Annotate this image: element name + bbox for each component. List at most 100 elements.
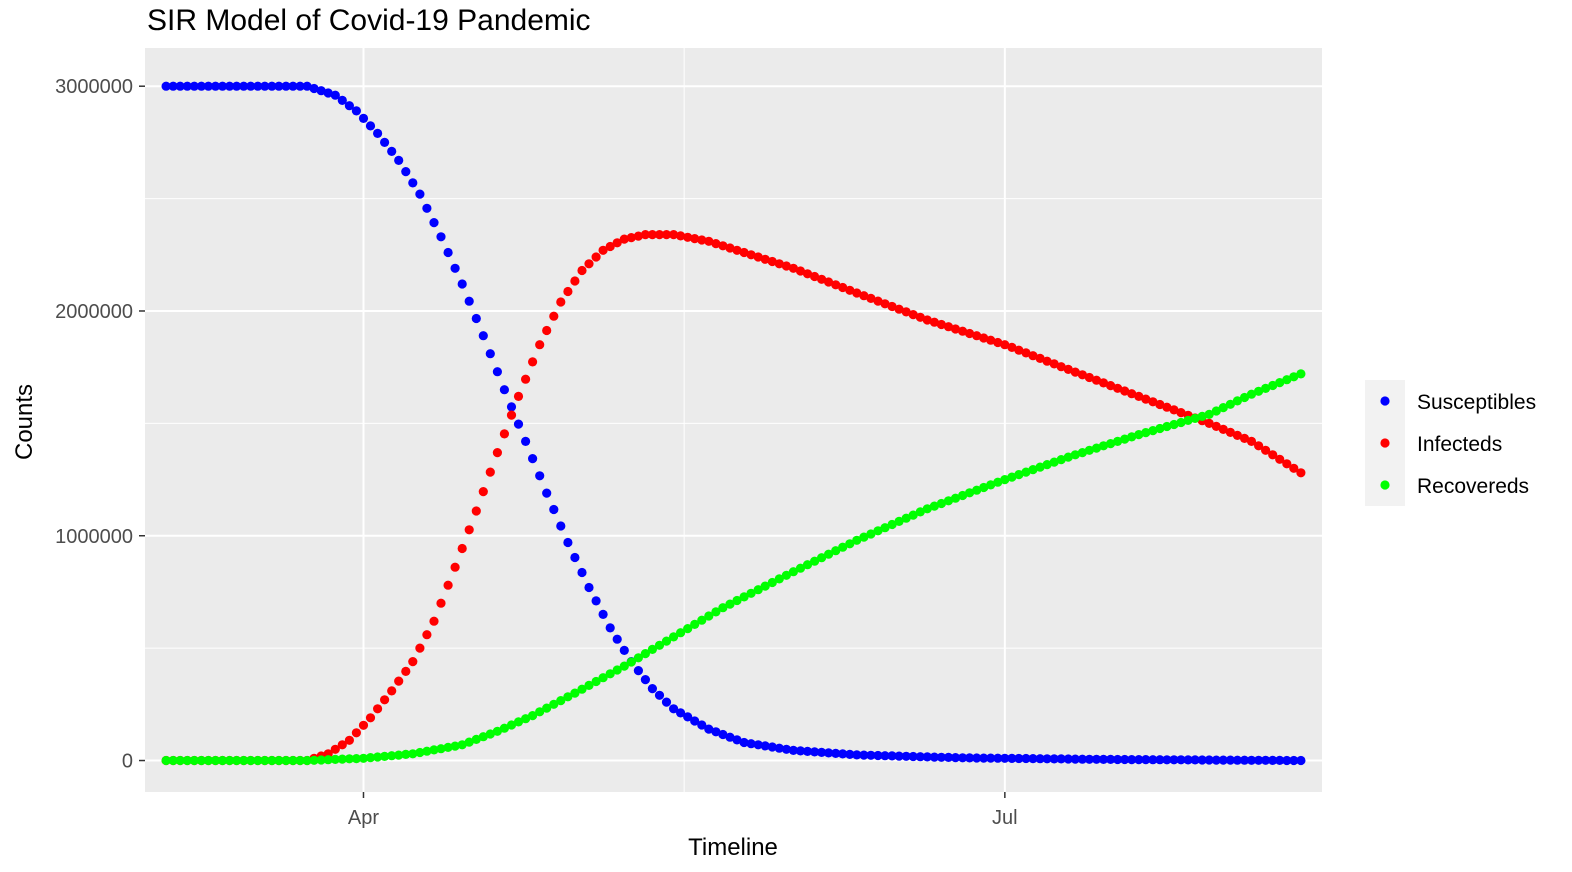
data-point: [182, 755, 192, 766]
data-point: [767, 256, 777, 267]
data-point: [626, 657, 636, 667]
data-point: [394, 750, 404, 760]
data-point: [669, 704, 679, 714]
data-point: [612, 238, 622, 248]
series-susceptibles: [161, 81, 1306, 766]
data-point: [746, 250, 756, 260]
data-point: [810, 271, 820, 282]
data-point: [704, 611, 714, 621]
data-point: [845, 539, 855, 549]
data-point: [387, 146, 397, 156]
data-point: [316, 755, 326, 765]
x-tick-label: Apr: [348, 807, 379, 829]
x-tick-label: Jul: [992, 807, 1018, 829]
data-point: [831, 546, 841, 556]
chart-title: SIR Model of Covid-19 Pandemic: [147, 4, 591, 37]
data-point: [619, 234, 629, 244]
data-point: [965, 488, 975, 498]
data-point: [788, 263, 799, 273]
data-point: [408, 749, 418, 759]
y-tick-label: 2000000: [55, 301, 133, 323]
data-point: [936, 752, 947, 762]
data-point: [1190, 755, 1200, 765]
data-point: [887, 519, 897, 530]
data-point: [492, 448, 502, 458]
data-point: [922, 504, 932, 514]
data-point: [859, 291, 869, 301]
legend-marker: [1380, 480, 1390, 490]
data-point: [1169, 755, 1179, 765]
data-point: [1169, 405, 1179, 415]
data-point: [1211, 755, 1221, 765]
data-point: [901, 307, 911, 317]
x-axis: Apr Jul: [348, 792, 1018, 829]
data-point: [351, 728, 361, 738]
data-point: [993, 477, 1003, 487]
data-point: [676, 231, 686, 241]
data-point: [1218, 424, 1228, 434]
data-point: [986, 480, 996, 490]
data-point: [210, 81, 221, 91]
data-point: [443, 580, 453, 590]
data-point: [1162, 402, 1172, 412]
data-point: [1106, 381, 1116, 391]
data-point: [753, 740, 763, 750]
data-point: [753, 585, 763, 595]
data-point: [598, 609, 608, 620]
data-point: [633, 231, 644, 241]
data-point: [1134, 430, 1144, 440]
data-point: [824, 277, 834, 287]
data-point: [1211, 406, 1221, 416]
data-point: [1183, 755, 1193, 765]
data-point: [253, 755, 263, 766]
data-point: [831, 280, 841, 290]
data-point: [168, 81, 178, 91]
data-point: [380, 695, 390, 705]
data-point: [535, 471, 545, 481]
data-point: [196, 81, 206, 91]
data-point: [408, 178, 418, 188]
data-point: [210, 755, 221, 766]
data-point: [288, 81, 298, 91]
data-point: [253, 81, 263, 91]
data-point: [979, 753, 989, 763]
data-point: [1000, 340, 1010, 350]
data-point: [267, 755, 277, 766]
data-point: [380, 751, 390, 762]
data-point: [1056, 362, 1066, 372]
data-point: [1028, 351, 1038, 361]
data-point: [774, 259, 784, 269]
data-point: [887, 301, 897, 312]
data-point: [577, 684, 587, 694]
data-point: [542, 488, 552, 498]
data-point: [1098, 441, 1109, 451]
data-point: [1296, 468, 1306, 478]
data-point: [1218, 755, 1228, 765]
data-point: [781, 570, 792, 580]
data-point: [429, 616, 439, 626]
y-axis: 0 1000000 2000000 3000000: [55, 76, 145, 773]
data-point: [387, 751, 397, 761]
data-point: [373, 704, 383, 714]
data-point: [633, 666, 644, 676]
data-point: [654, 230, 665, 240]
data-point: [1035, 754, 1045, 764]
data-point: [429, 745, 439, 755]
data-point: [697, 235, 707, 245]
data-point: [676, 708, 686, 718]
data-point: [351, 106, 361, 116]
data-point: [626, 233, 636, 243]
data-point: [471, 734, 481, 745]
data-point: [922, 315, 932, 325]
data-point: [979, 482, 989, 493]
data-point: [676, 628, 686, 638]
data-point: [993, 337, 1003, 348]
data-point: [563, 537, 573, 548]
data-point: [915, 752, 925, 762]
data-point: [1134, 755, 1144, 765]
series-recovereds: [161, 369, 1306, 766]
data-point: [1077, 370, 1087, 380]
data-point: [563, 692, 573, 702]
data-point: [1289, 463, 1299, 473]
